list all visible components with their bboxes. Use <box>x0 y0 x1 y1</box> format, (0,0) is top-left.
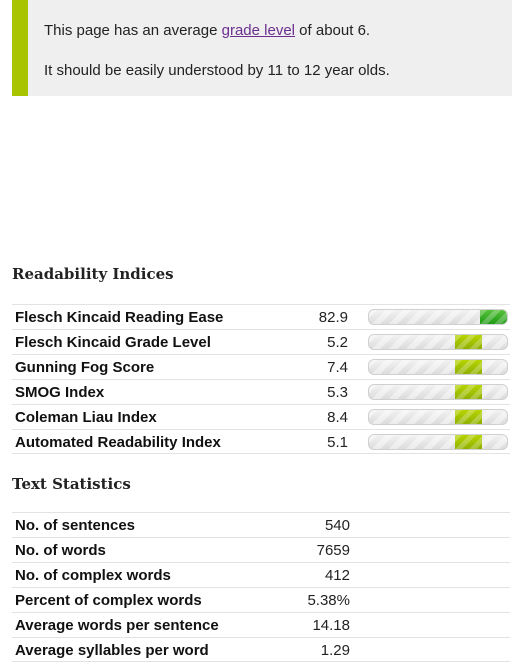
score-marker <box>454 385 482 399</box>
table-row: Flesch Kincaid Reading Ease 82.9 <box>12 304 510 329</box>
score-marker <box>454 360 482 374</box>
row-value: 412 <box>324 567 350 584</box>
row-label: Automated Readability Index <box>15 434 221 451</box>
readability-indices-title: Readability Indices <box>12 265 174 283</box>
score-bar <box>368 384 508 400</box>
score-bar <box>368 334 508 350</box>
row-label: No. of sentences <box>15 517 136 534</box>
row-label: Gunning Fog Score <box>15 359 155 376</box>
bar-track <box>369 435 507 449</box>
table-row: No. of sentences 540 <box>12 512 510 537</box>
row-label: Percent of complex words <box>15 592 202 609</box>
row-value: 5.1 <box>327 434 348 451</box>
table-row: Average syllables per word 1.29 <box>12 637 510 662</box>
row-value: 1.29 <box>320 642 350 659</box>
row-value: 5.38% <box>307 592 350 609</box>
text-statistics-table: No. of sentences 540 No. of words 7659 No. o… <box>12 512 510 662</box>
row-value: 14.18 <box>312 617 350 634</box>
score-marker <box>454 435 482 449</box>
grade-level-link[interactable]: grade level <box>221 22 296 39</box>
row-value: 7.4 <box>327 359 348 376</box>
table-row: Percent of complex words 5.38% <box>12 587 510 612</box>
row-label: Coleman Liau Index <box>15 409 157 426</box>
score-bar <box>368 434 508 450</box>
row-value: 8.4 <box>327 409 348 426</box>
table-row: Automated Readability Index 5.1 <box>12 429 510 454</box>
bar-track <box>369 360 507 374</box>
row-label: No. of words <box>15 542 106 559</box>
table-row: No. of words 7659 <box>12 537 510 562</box>
grade-level-notice: This page has an average grade level of … <box>12 0 512 96</box>
bar-track <box>369 410 507 424</box>
notice-text-after: of about 6. <box>295 22 371 39</box>
bar-track <box>369 335 507 349</box>
row-value: 7659 <box>316 542 350 559</box>
row-label: Flesch Kincaid Reading Ease <box>15 309 224 326</box>
audience-summary: It should be easily understood by 11 to … <box>44 62 390 79</box>
table-row: Average words per sentence 14.18 <box>12 612 510 637</box>
table-row: Coleman Liau Index 8.4 <box>12 404 510 429</box>
table-row: Gunning Fog Score 7.4 <box>12 354 510 379</box>
row-value: 82.9 <box>318 309 348 326</box>
score-marker <box>454 335 482 349</box>
table-row: Flesch Kincaid Grade Level 5.2 <box>12 329 510 354</box>
score-marker <box>480 310 507 324</box>
score-bar <box>368 359 508 375</box>
notice-text-before: This page has an average <box>44 22 222 39</box>
bar-track <box>369 310 507 324</box>
score-bar <box>368 409 508 425</box>
row-label: No. of complex words <box>15 567 171 584</box>
table-row: SMOG Index 5.3 <box>12 379 510 404</box>
score-marker <box>454 410 482 424</box>
table-row: No. of complex words 412 <box>12 562 510 587</box>
row-label: Flesch Kincaid Grade Level <box>15 334 211 351</box>
row-value: 5.3 <box>327 384 348 401</box>
bar-track <box>369 385 507 399</box>
grade-level-summary: This page has an average grade level of … <box>44 22 370 39</box>
row-value: 5.2 <box>327 334 348 351</box>
text-statistics-title: Text Statistics <box>12 475 131 493</box>
row-label: Average syllables per word <box>15 642 209 659</box>
row-value: 540 <box>324 517 350 534</box>
row-label: SMOG Index <box>15 384 105 401</box>
row-label: Average words per sentence <box>15 617 219 634</box>
score-bar <box>368 309 508 325</box>
readability-table: Flesch Kincaid Reading Ease 82.9 Flesch Ki… <box>12 304 510 454</box>
